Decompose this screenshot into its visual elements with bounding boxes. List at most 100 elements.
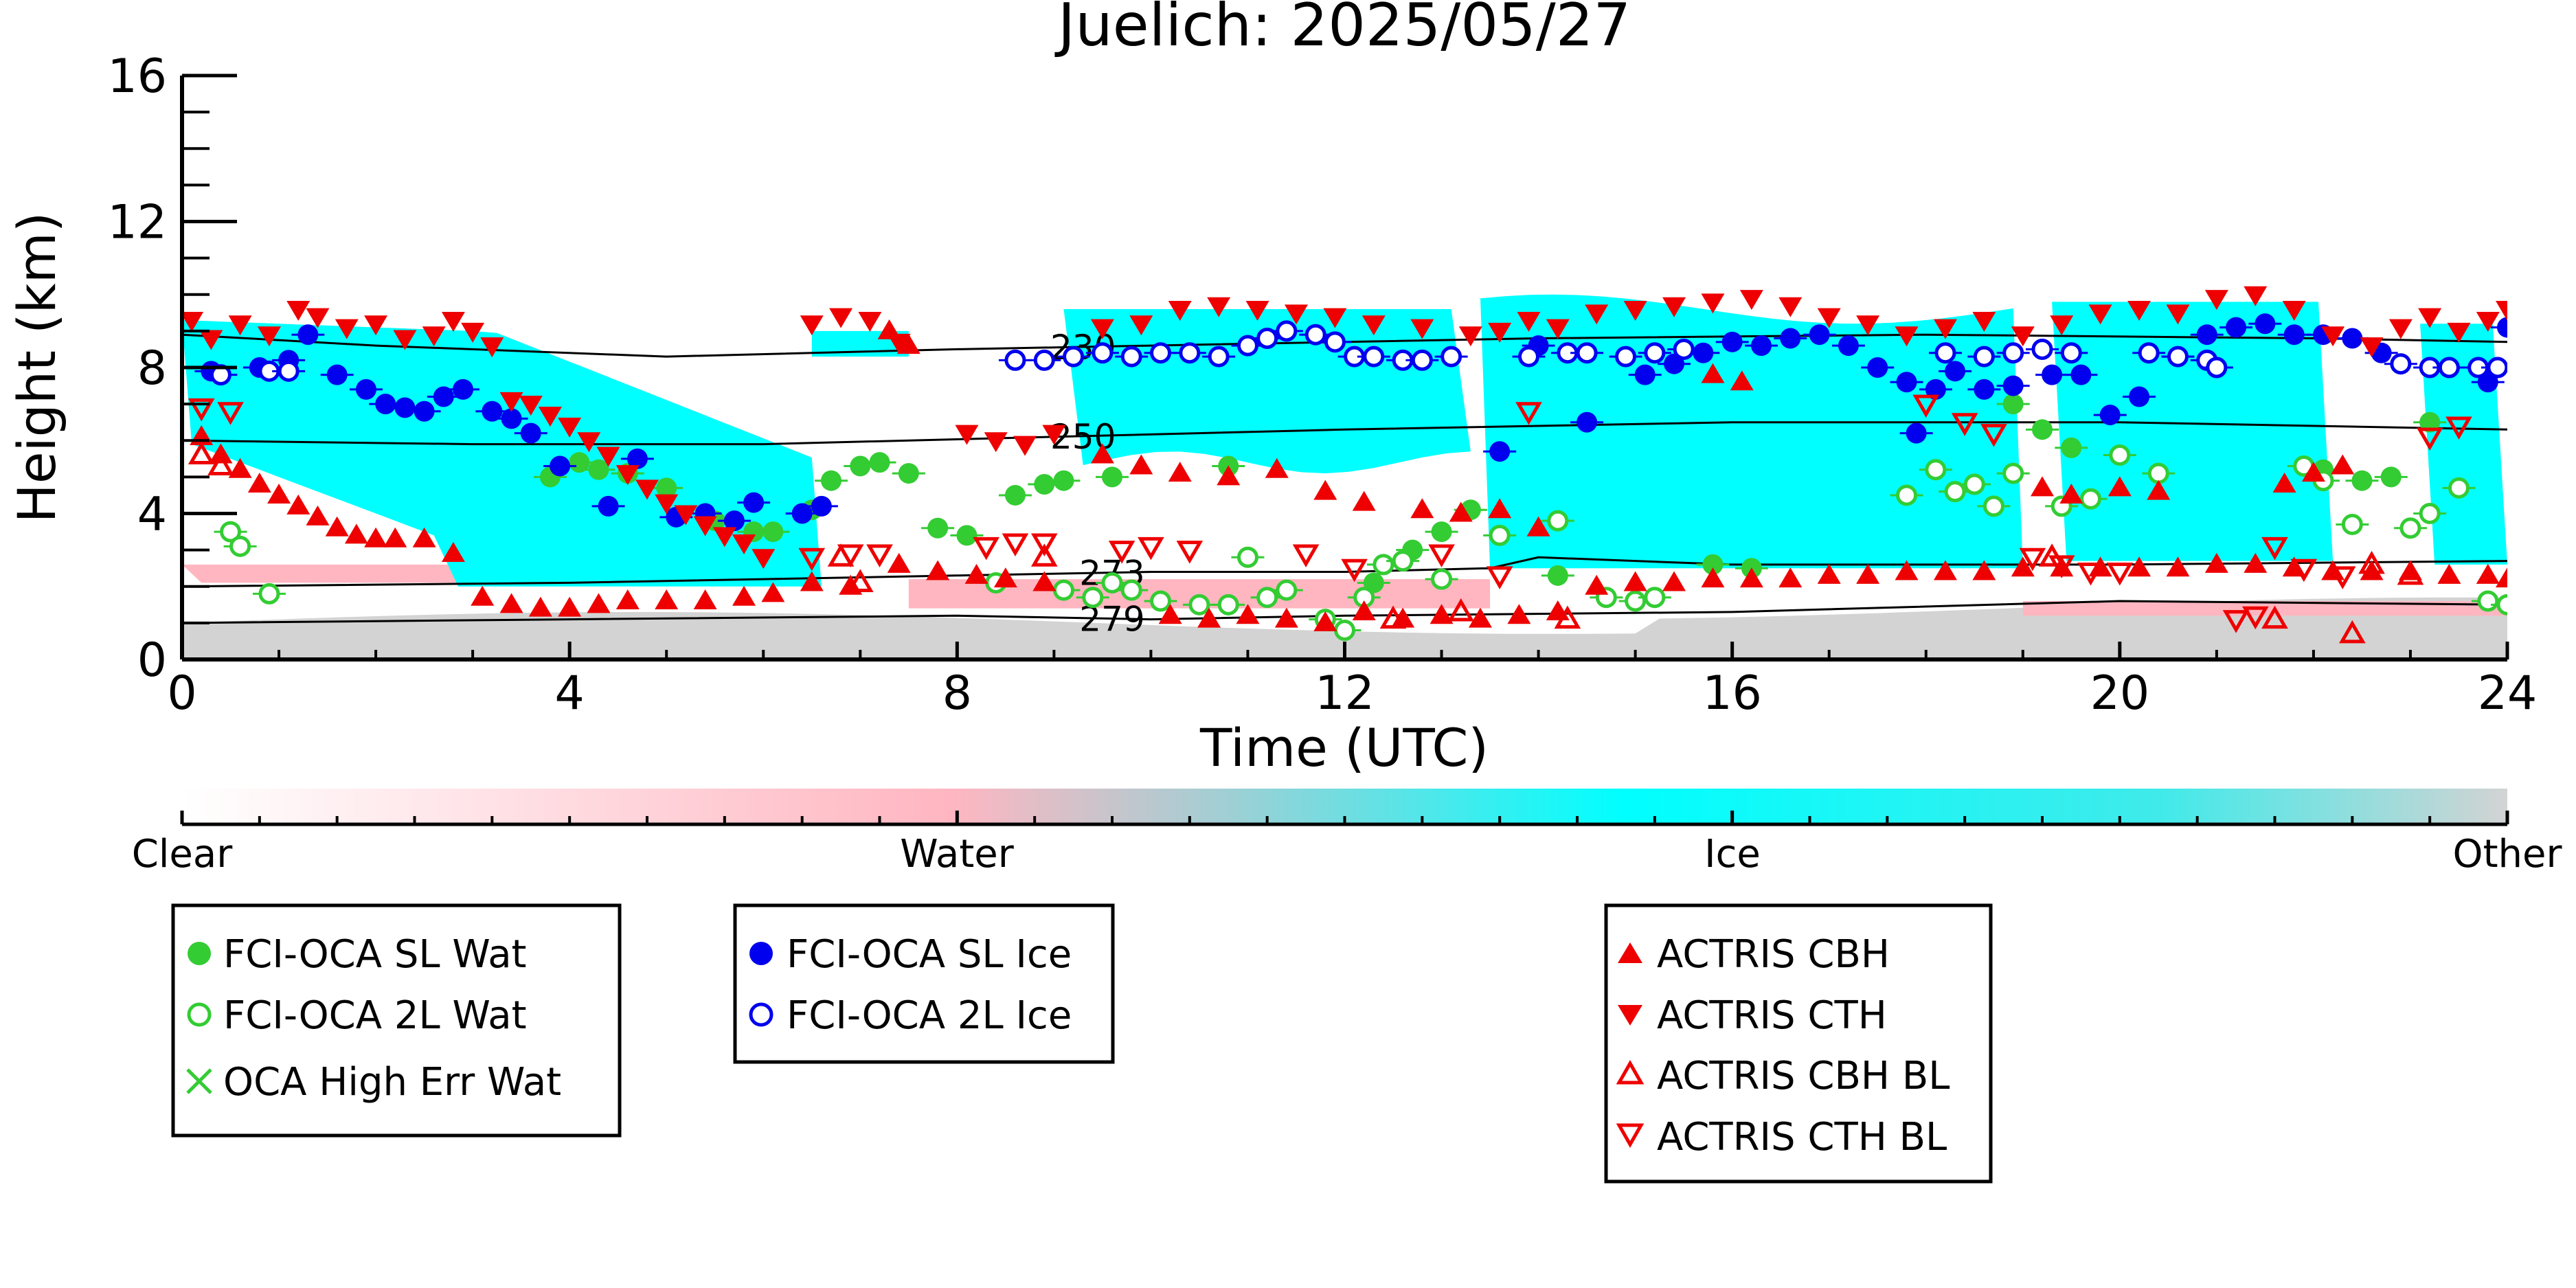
data-point <box>1906 422 1927 444</box>
water-region <box>182 564 493 583</box>
data-point <box>1634 364 1656 385</box>
data-point <box>1030 543 1058 567</box>
data-point <box>1925 459 1947 481</box>
data-point <box>364 527 388 547</box>
legend-marker-sl-ice <box>749 942 773 965</box>
data-point <box>188 441 215 464</box>
data-point <box>1982 495 2004 517</box>
y-tick-label: 4 <box>137 488 167 542</box>
data-point <box>2032 419 2053 440</box>
data-point <box>2496 301 2507 321</box>
data-point <box>723 510 745 532</box>
data-point <box>898 463 919 484</box>
data-point <box>2476 311 2500 332</box>
data-point <box>1284 304 1308 325</box>
data-point <box>2416 427 2443 451</box>
data-point <box>1644 342 1666 364</box>
data-point <box>1662 571 1686 591</box>
data-point <box>2419 411 2441 433</box>
legend-label-sl-ice: FCI-OCA SL Ice <box>787 932 1072 977</box>
data-point <box>1274 607 1298 628</box>
data-point <box>1102 466 1122 488</box>
data-point <box>1447 598 1475 622</box>
data-point <box>1245 301 1269 321</box>
data-point <box>2088 304 2112 325</box>
series-actris-cth <box>182 286 2507 569</box>
data-point <box>2496 594 2507 615</box>
data-point <box>2399 517 2421 539</box>
data-point <box>1256 328 1278 349</box>
data-point <box>1486 566 1513 589</box>
data-point <box>1304 324 1326 346</box>
data-point <box>2060 342 2082 364</box>
isotherm-250 <box>181 421 2508 446</box>
data-point <box>2360 337 2384 358</box>
y-axis-label: Height (km) <box>6 212 67 523</box>
data-point <box>2106 563 2134 586</box>
data-point <box>2255 313 2276 335</box>
data-point <box>820 470 841 491</box>
data-point <box>1150 342 1172 364</box>
data-point <box>2050 315 2074 336</box>
data-point <box>1032 571 1057 591</box>
legend-label-cbh-bl: ACTRIS CBH BL <box>1657 1054 1950 1098</box>
data-point <box>964 563 988 584</box>
data-point <box>800 315 824 336</box>
data-point <box>1739 290 1763 310</box>
data-point <box>550 455 571 477</box>
isotherm-273 <box>181 556 2508 588</box>
data-point <box>2272 473 2296 493</box>
data-point <box>1265 457 1289 478</box>
data-point <box>1256 587 1278 609</box>
data-point <box>2282 301 2306 321</box>
data-point <box>1236 604 1260 624</box>
data-point <box>1392 550 1414 572</box>
data-point <box>2447 322 2471 343</box>
data-point <box>1323 308 1347 328</box>
data-point <box>188 398 215 422</box>
data-point <box>2380 466 2402 488</box>
data-point <box>1082 587 1104 609</box>
data-point <box>1895 560 1919 580</box>
series-fci-oca-2l-ice <box>204 320 2507 386</box>
x-tick-label: 20 <box>2090 666 2150 721</box>
data-point <box>247 473 271 493</box>
data-point <box>1488 322 1512 343</box>
data-point <box>1410 319 1434 339</box>
x-tick-label: 4 <box>555 666 585 721</box>
data-point <box>344 523 368 544</box>
data-point <box>1108 541 1136 564</box>
legend-label-sl-wat: FCI-OCA SL Wat <box>223 932 527 977</box>
data-point <box>1129 315 1153 336</box>
data-point <box>1042 425 1066 445</box>
data-point <box>2147 479 2171 500</box>
data-point <box>2031 476 2054 497</box>
data-point <box>2226 317 2247 338</box>
data-point <box>1092 342 1114 364</box>
data-point <box>887 333 911 354</box>
data-point <box>1449 501 1473 522</box>
data-point <box>1934 342 1956 364</box>
data-point <box>1925 379 1946 400</box>
data-point <box>2437 563 2461 584</box>
data-point <box>588 459 609 480</box>
data-point <box>2496 567 2507 588</box>
data-point <box>2351 470 2373 491</box>
data-point <box>2002 375 2024 396</box>
data-point <box>2321 326 2345 347</box>
series-actris-cth-bl <box>188 394 2472 633</box>
data-point <box>393 330 417 350</box>
data-point <box>1489 441 1511 462</box>
data-point <box>1004 349 1026 371</box>
data-point <box>2080 488 2102 510</box>
x-axis-label: Time (UTC) <box>1199 717 1489 778</box>
data-point <box>1973 346 1995 368</box>
data-point <box>2019 547 2046 572</box>
data-point <box>538 407 562 427</box>
data-point <box>355 379 376 400</box>
ice-region <box>182 319 822 587</box>
data-point <box>1013 436 1037 456</box>
data-point <box>1625 590 1647 612</box>
data-point <box>325 516 349 536</box>
